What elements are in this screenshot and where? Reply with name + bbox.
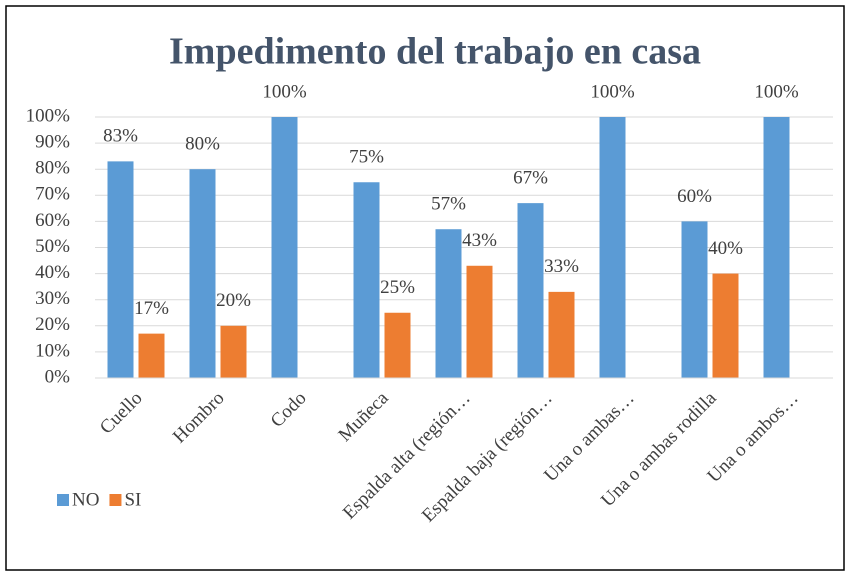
data-label: 43% [462,230,497,251]
bar [466,265,493,378]
data-label: 57% [431,194,466,215]
data-label: 60% [677,186,712,207]
bar [435,229,462,378]
bar [271,117,298,378]
bar [712,273,739,378]
data-label: 100% [754,81,799,102]
data-label: 25% [380,277,415,298]
bar [107,161,134,378]
y-tick-label: 30% [35,288,70,309]
data-label: 67% [513,167,548,188]
bar [599,117,626,378]
bar [517,203,544,378]
y-tick-label: 0% [45,366,71,387]
y-tick-label: 10% [35,340,70,361]
y-tick-label: 40% [35,262,70,283]
bar [384,312,411,378]
data-label: 20% [216,290,251,311]
legend-swatch [57,494,69,506]
data-label: 75% [349,147,384,168]
data-label: 83% [103,126,138,147]
y-tick-label: 20% [35,314,70,335]
bar [763,117,790,378]
data-label: 100% [262,81,307,102]
bar [353,182,380,378]
data-label: 80% [185,134,220,155]
bar [189,169,216,378]
legend-label: SI [124,489,141,510]
data-label: 40% [708,238,743,259]
data-label: 33% [544,256,579,277]
chart-title: Impedimento del trabajo en casa [169,31,701,73]
legend-label: NO [72,489,99,510]
y-tick-label: 70% [35,184,70,205]
bar [220,325,247,378]
legend-swatch [109,494,122,506]
y-tick-label: 80% [35,158,70,179]
data-label: 100% [590,81,635,102]
y-tick-label: 50% [35,236,70,257]
y-tick-label: 100% [26,105,71,126]
bar [681,221,708,378]
y-tick-label: 60% [35,210,70,231]
y-tick-label: 90% [35,131,70,152]
bar [548,291,575,378]
data-label: 17% [134,298,169,319]
bar [138,333,165,378]
